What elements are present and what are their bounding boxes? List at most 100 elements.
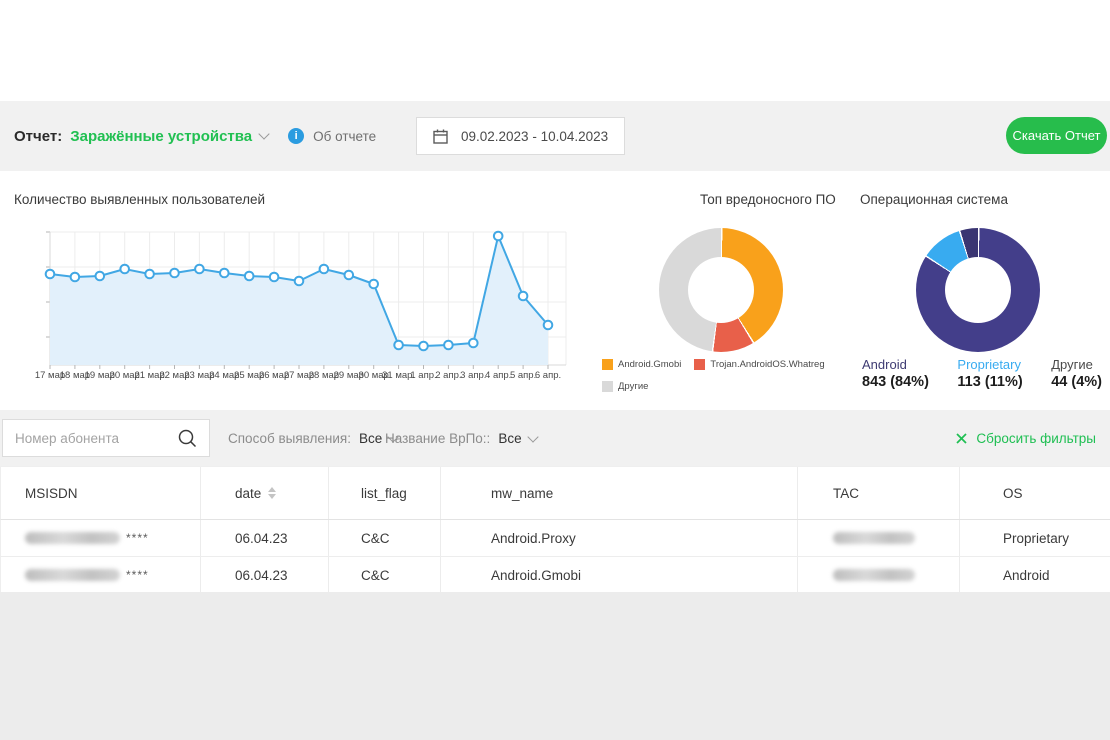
malware-donut-chart: [659, 228, 783, 352]
data-point: [220, 269, 229, 278]
data-point: [245, 272, 254, 281]
x-axis-label: 4 апр.: [485, 370, 511, 381]
date-range-picker[interactable]: 09.02.2023 - 10.04.2023: [416, 117, 625, 155]
legend-item: Android.Gmobi: [602, 359, 681, 370]
cell-list_flag: C&C: [329, 520, 441, 556]
report-label: Отчет:: [14, 128, 62, 145]
malware-name-value[interactable]: Все: [498, 431, 521, 446]
detection-method-filter[interactable]: Способ выявления: Все: [228, 410, 397, 466]
data-point: [120, 265, 129, 274]
os-stat-value: 113 (11%): [957, 374, 1022, 390]
cell-date: 06.04.23: [201, 557, 329, 593]
subscriber-search-input[interactable]: [3, 431, 177, 446]
cell-msisdn: ****: [1, 557, 201, 593]
malware-donut-title: Топ вредоносного ПО: [700, 192, 836, 207]
legend-swatch: [602, 359, 613, 370]
table-body: ****06.04.23C&CAndroid.ProxyProprietary*…: [0, 520, 1110, 594]
date-range-value: 09.02.2023 - 10.04.2023: [461, 129, 608, 144]
malware-name-label: Название ВрПо::: [385, 431, 490, 446]
legend-swatch: [602, 381, 613, 392]
info-icon[interactable]: i: [288, 128, 304, 144]
data-point: [394, 341, 403, 350]
malware-donut-legend: Android.Gmobi Trojan.AndroidOS.Whatreg Дру…: [602, 359, 852, 392]
blurred-msisdn: [25, 532, 120, 544]
cell-list_flag: C&C: [329, 557, 441, 593]
cell-os: Proprietary: [960, 520, 1110, 556]
column-header-label: list_flag: [361, 486, 407, 501]
os-stat-label: Другие: [1051, 357, 1102, 372]
page-background: [0, 592, 1110, 740]
sort-icon[interactable]: [268, 487, 276, 499]
data-point: [295, 277, 304, 286]
os-donut-stats: Android 843 (84%) Proprietary113 (11%) Друг…: [862, 357, 1102, 390]
os-donut-chart: [916, 228, 1040, 352]
detection-method-label: Способ выявления:: [228, 431, 351, 446]
infected-devices-table: MSISDNdatelist_flagmw_nameTACOS ****06.0…: [0, 466, 1110, 594]
column-header-mw_name: mw_name: [441, 467, 798, 519]
data-point: [444, 341, 453, 350]
legend-label: Другие: [618, 381, 648, 392]
column-header-label: date: [235, 486, 261, 501]
legend-label: Trojan.AndroidOS.Whatreg: [710, 359, 824, 370]
malware-name-filter[interactable]: Название ВрПо:: Все: [385, 410, 537, 466]
detection-method-value[interactable]: Все: [359, 431, 382, 446]
line-chart-title: Количество выявленных пользователей: [14, 192, 265, 207]
users-line-chart: [40, 226, 576, 372]
os-stat-value: 843 (84%): [862, 374, 929, 390]
reset-filters-label[interactable]: Сбросить фильтры: [976, 431, 1096, 446]
search-icon[interactable]: [177, 428, 198, 449]
cell-tac: [798, 557, 960, 593]
data-point: [519, 292, 528, 301]
data-point: [369, 280, 378, 289]
os-stat-block: Другие44 (4%): [1051, 357, 1102, 390]
report-selector-row: Отчет: Заражённые устройства i Об отчете: [14, 101, 376, 171]
about-report-link[interactable]: i Об отчете: [288, 128, 376, 144]
data-point: [544, 321, 553, 330]
x-axis-label: 6 апр.: [535, 370, 561, 381]
os-stat-block: Android 843 (84%): [862, 357, 929, 390]
column-header-tac: TAC: [798, 467, 960, 519]
filter-band: Способ выявления: Все Название ВрПо:: Вс…: [0, 410, 1110, 466]
data-point: [469, 339, 478, 348]
data-point: [195, 265, 204, 274]
chevron-down-icon[interactable]: [258, 128, 269, 139]
data-point: [345, 271, 354, 280]
calendar-icon: [433, 129, 448, 144]
infected-devices-report-page: Отчет: Заражённые устройства i Об отчете…: [0, 0, 1110, 740]
column-header-label: TAC: [833, 486, 859, 501]
blurred-tac: [833, 569, 915, 581]
msisdn-mask: ****: [126, 568, 149, 582]
data-point: [170, 269, 179, 278]
subscriber-search-box: [2, 419, 210, 457]
column-header-list_flag: list_flag: [329, 467, 441, 519]
report-header-band: Отчет: Заражённые устройства i Об отчете…: [0, 101, 1110, 171]
cell-mw_name: Android.Gmobi: [441, 557, 798, 593]
data-point: [320, 265, 329, 274]
download-report-button[interactable]: Скачать Отчет: [1006, 117, 1107, 154]
data-point: [96, 272, 105, 281]
about-report-label[interactable]: Об отчете: [313, 129, 376, 144]
x-axis-label: 5 апр.: [510, 370, 536, 381]
os-stat-label: Android: [862, 357, 929, 372]
cell-tac: [798, 520, 960, 556]
column-header-date[interactable]: date: [201, 467, 329, 519]
os-donut-title: Операционная система: [860, 192, 1008, 207]
data-point: [46, 270, 55, 279]
chevron-down-icon[interactable]: [527, 431, 538, 442]
data-point: [270, 273, 279, 282]
table-row: **** 06.04.23C&CAndroid.Gmobi Android: [0, 557, 1110, 594]
cell-mw_name: Android.Proxy: [441, 520, 798, 556]
cell-msisdn: ****: [1, 520, 201, 556]
os-stat-block: Proprietary113 (11%): [957, 357, 1022, 390]
cell-os: Android: [960, 557, 1110, 593]
report-name-select[interactable]: Заражённые устройства: [70, 128, 252, 145]
reset-filters-button[interactable]: Сбросить фильтры: [956, 410, 1096, 466]
data-point: [145, 270, 154, 279]
close-icon[interactable]: [956, 433, 967, 444]
legend-swatch: [694, 359, 705, 370]
msisdn-mask: ****: [126, 531, 149, 545]
charts-panel: Количество выявленных пользователей Топ …: [0, 171, 1110, 410]
x-axis-label: 1 апр.: [410, 370, 436, 381]
x-axis-label: 3 апр.: [460, 370, 486, 381]
column-header-os: OS: [960, 467, 1110, 519]
